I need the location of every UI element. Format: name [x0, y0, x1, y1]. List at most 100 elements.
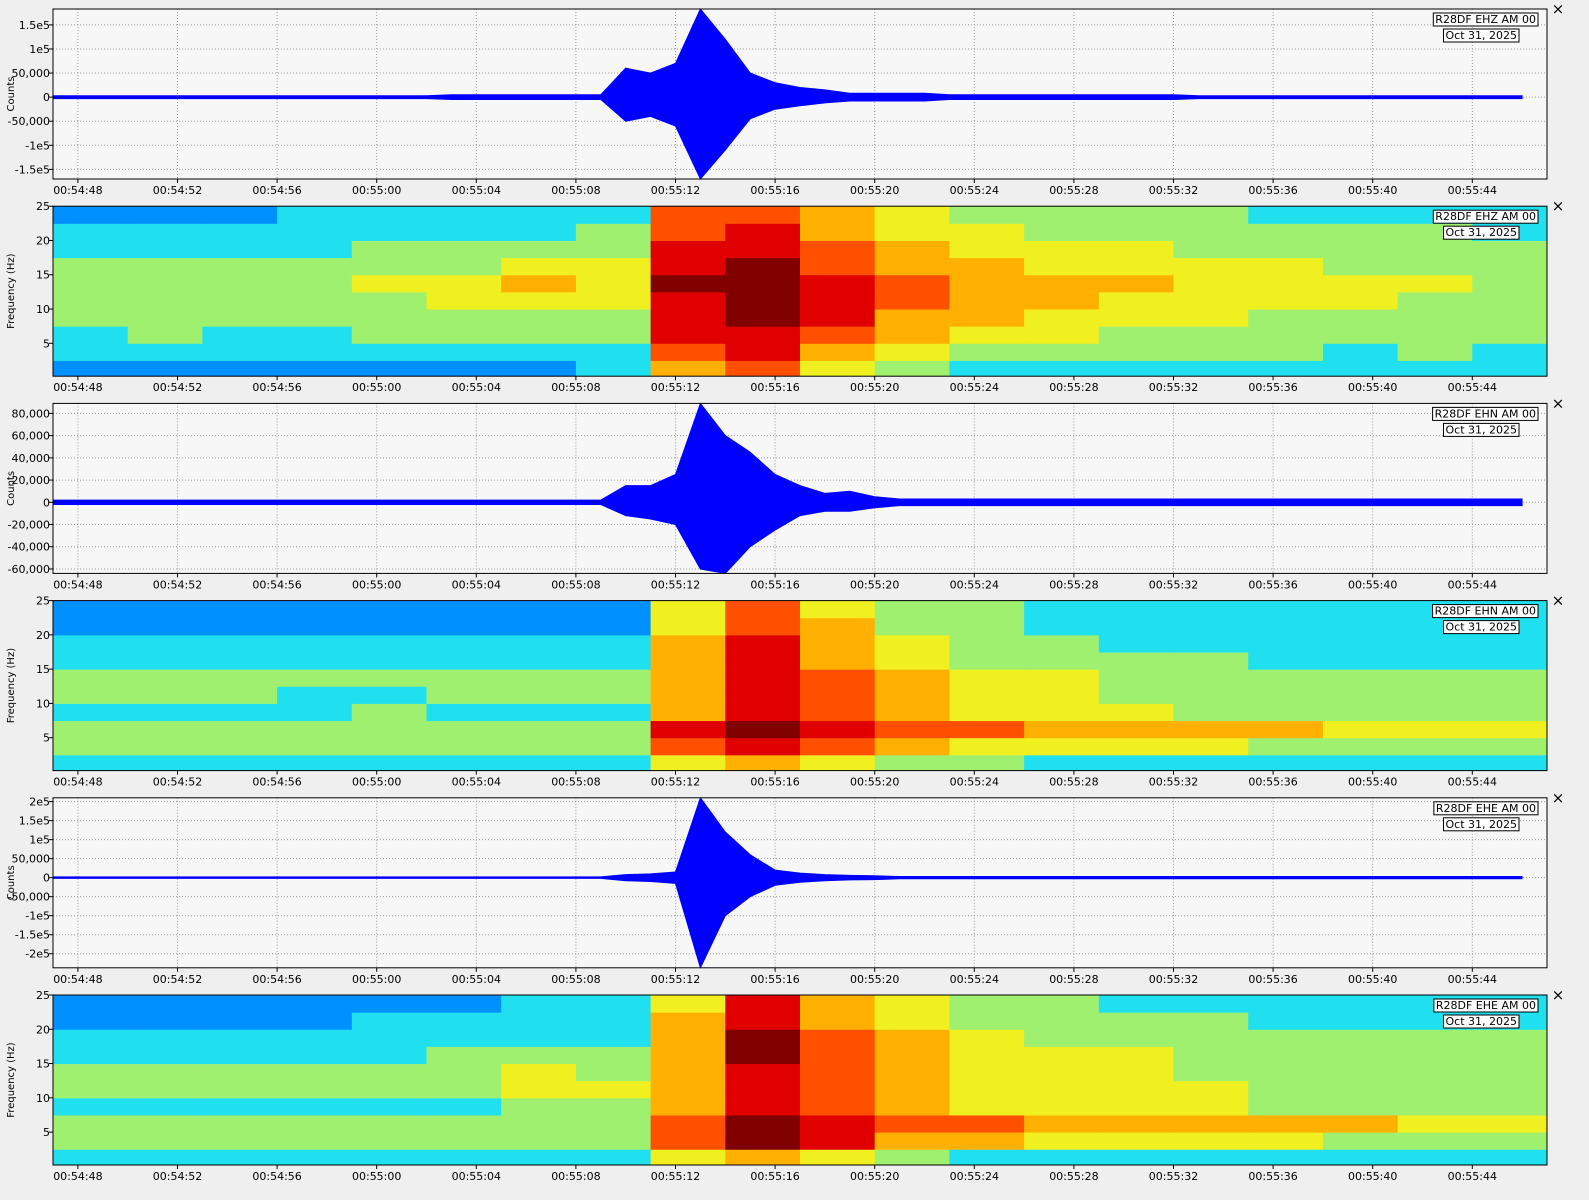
spectrogram-cell — [501, 686, 577, 704]
plot-frame — [52, 402, 1548, 574]
x-tick-label: 00:54:56 — [252, 973, 301, 986]
y-tick-label: -20,000 — [8, 519, 50, 532]
spectrogram-cell — [426, 652, 502, 670]
station-label: R28DF EHZ AM 00 — [1435, 210, 1536, 223]
spectrogram-cell — [949, 1063, 1025, 1082]
spectrogram-cell — [874, 257, 950, 276]
x-tick-label: 00:54:52 — [153, 184, 202, 197]
spectrogram-cell — [800, 634, 876, 653]
spectrogram-cell — [1248, 257, 1324, 276]
spectrogram-cell — [575, 1097, 652, 1116]
spectrogram-cell — [1098, 1012, 1174, 1030]
spectrogram-cell — [1098, 309, 1174, 327]
spectrogram-cell — [1248, 1132, 1324, 1150]
spectrogram-cell — [1397, 326, 1473, 344]
spectrogram-cell — [1397, 1063, 1473, 1082]
spectrogram-cell — [725, 737, 801, 756]
spectrogram-cell — [53, 737, 129, 756]
spectrogram-cell — [874, 652, 950, 670]
x-tick-label: 00:55:44 — [1448, 973, 1497, 986]
spectrogram-cell — [874, 1132, 950, 1150]
spectrogram-cell — [277, 1114, 353, 1133]
spectrogram-cell — [127, 737, 203, 756]
spectrogram-cell — [949, 309, 1025, 327]
spectrogram-cell — [800, 754, 876, 771]
spectrogram-cell — [1173, 754, 1249, 771]
date-label: Oct 31, 2025 — [1446, 621, 1518, 634]
spectrogram-cell — [1322, 326, 1399, 344]
close-button[interactable]: × — [1552, 394, 1565, 412]
spectrogram-cell — [949, 1132, 1025, 1150]
spectrogram-cell — [277, 206, 353, 224]
close-button[interactable]: × — [1552, 0, 1565, 18]
x-tick-label: 00:55:40 — [1348, 381, 1397, 394]
x-tick-label: 00:55:44 — [1448, 776, 1497, 789]
spectrogram-cell — [874, 240, 950, 259]
spectrogram-cell — [575, 634, 652, 653]
y-tick-label: 25 — [36, 200, 50, 213]
spectrogram-cell — [351, 240, 427, 259]
spectrogram-cell — [277, 669, 353, 687]
spectrogram-cell — [127, 1029, 203, 1047]
x-tick-label: 00:55:32 — [1149, 184, 1198, 197]
spectrogram-cell — [127, 720, 203, 739]
spectrogram-cell — [575, 257, 652, 276]
spectrogram-cell — [202, 754, 278, 771]
spectrogram-cell — [501, 1012, 577, 1030]
spectrogram-cell — [53, 1063, 129, 1082]
spectrogram-cell — [202, 1132, 278, 1150]
spectrogram-cell — [1397, 343, 1473, 361]
x-tick-label: 00:55:16 — [750, 578, 799, 591]
spectrogram-cell — [1173, 703, 1249, 722]
spectrogram-cell — [127, 1063, 203, 1082]
close-button[interactable]: × — [1552, 197, 1565, 215]
spectrogram-cell — [202, 343, 278, 361]
spectrogram-cell — [277, 240, 353, 259]
y-axis-label: Frequency (Hz) — [6, 648, 17, 724]
spectrogram-cell — [1098, 1029, 1174, 1047]
y-tick-label: 60,000 — [12, 430, 51, 443]
spectrogram-cell — [426, 720, 502, 739]
spectrogram-cell — [426, 600, 502, 619]
label-box — [1443, 28, 1520, 43]
spectrogram-cell — [1173, 600, 1249, 619]
spectrogram-cell — [1024, 343, 1100, 361]
spectrogram-cell — [1024, 326, 1100, 344]
spectrogram-cell — [949, 206, 1025, 224]
spectrogram-cell — [949, 1046, 1025, 1065]
spectrogram-cell — [127, 617, 203, 636]
spectrogram-cell — [1098, 995, 1174, 1013]
spectrogram-cell — [949, 360, 1025, 377]
station-label: R28DF EHN AM 00 — [1435, 605, 1536, 618]
spectrogram-cell — [1472, 343, 1547, 361]
spectrogram-cell — [1322, 343, 1399, 361]
spectrogram-cell — [202, 309, 278, 327]
date-label: Oct 31, 2025 — [1446, 1015, 1518, 1028]
spectrogram-cell — [800, 737, 876, 756]
spectrogram-cell — [725, 343, 801, 361]
spectrogram-cell — [277, 634, 353, 653]
spectrogram-cell — [1322, 703, 1399, 722]
close-button[interactable]: × — [1552, 789, 1565, 807]
plot-frame — [52, 8, 1548, 180]
close-button[interactable]: × — [1552, 986, 1565, 1004]
y-tick-label: 25 — [36, 989, 50, 1002]
spectrogram-cell — [351, 1114, 427, 1133]
spectrogram-cell — [1472, 360, 1547, 377]
spectrogram-cell — [575, 1012, 652, 1030]
spectrogram-cell — [53, 754, 129, 771]
spectrogram-cell — [1322, 360, 1399, 377]
x-tick-label: 00:55:24 — [950, 184, 999, 197]
close-button[interactable]: × — [1552, 592, 1565, 610]
spectrogram-cell — [1322, 1097, 1399, 1116]
spectrogram-cell — [949, 223, 1025, 241]
x-tick-label: 00:54:56 — [252, 381, 301, 394]
spectrogram-cell — [575, 617, 652, 636]
date-label: Oct 31, 2025 — [1446, 423, 1518, 436]
spectrogram-cell — [1397, 634, 1473, 653]
spectrogram-cell — [650, 360, 726, 377]
spectrogram-cell — [426, 754, 502, 771]
x-tick-label: 00:54:52 — [153, 776, 202, 789]
x-tick-label: 00:54:56 — [252, 1170, 301, 1183]
spectrogram-cell — [1098, 600, 1174, 619]
